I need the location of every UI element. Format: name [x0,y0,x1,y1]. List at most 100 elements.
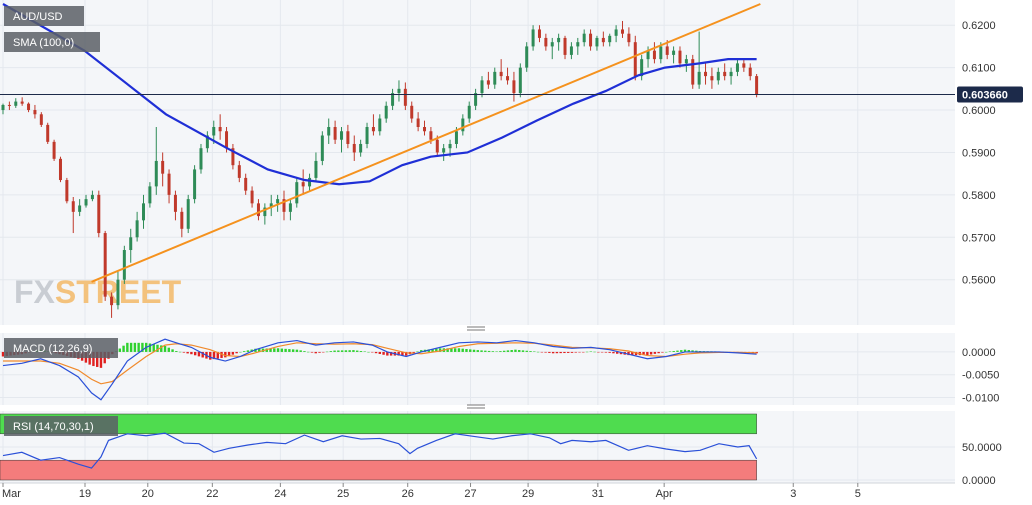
candle-body [90,194,94,200]
macd-histogram-bar [563,351,566,354]
candle-body [672,50,676,55]
sma-legend[interactable]: SMA (100,0) [4,32,100,52]
macd-histogram-bar [691,350,694,352]
candle-body [71,201,75,212]
candle-body [244,177,248,191]
candle-body [742,63,746,68]
macd-histogram-bar [371,351,374,353]
candle-body [627,33,631,43]
macd-histogram-bar [133,342,137,352]
candle-body [608,35,612,43]
macd-histogram-bar [420,350,423,352]
macd-histogram-bar [273,348,276,352]
macd-histogram-bar [495,351,498,352]
macd-histogram-bar [156,344,159,352]
macd-histogram-bar [540,351,544,353]
candle-body [512,80,516,94]
candle-body [269,203,273,208]
rsi-line [2,432,758,469]
candle-body [365,127,369,144]
candle-body [410,105,414,119]
candle-body [39,114,43,125]
candle-body [454,131,458,144]
price-tick-label: 0.5900 [962,147,996,159]
candle-body [84,199,88,206]
macd-histogram-bar [469,349,472,352]
candle-body [14,101,18,106]
macd-histogram-bar [608,351,611,353]
candle-body [320,135,324,161]
candle-body [193,169,197,200]
candle-body [506,76,510,81]
macd-histogram-bar [480,350,483,352]
candle-body [550,42,554,47]
macd-histogram-bar [209,351,212,360]
macd-histogram-bar [333,350,336,352]
candle-body [339,131,343,140]
rsi-legend[interactable]: RSI (14,70,30,1) [4,416,118,436]
macd-histogram-bar [604,351,608,353]
candle-body [416,118,420,128]
time-tick-label: 5 [855,488,861,500]
macd-histogram-bar [597,351,600,353]
candle-body [601,37,605,43]
candle-body [103,233,107,297]
time-tick-label: 19 [79,488,91,500]
pane-resize-handle-rsi[interactable] [467,404,485,409]
candle-body [467,105,471,119]
macd-histogram-bar [585,351,589,353]
macd-histogram-bar [551,351,555,354]
macd-histogram-bar [201,351,204,358]
macd-histogram-bar [356,350,359,352]
macd-histogram-bar [239,351,242,353]
candle-body [52,141,56,159]
macd-histogram-bar [574,351,577,353]
macd-histogram-bar [322,351,325,353]
candle-body [403,88,407,106]
macd-histogram-bar [152,344,155,352]
macd-histogram-bar [224,351,227,358]
macd-histogram-bar [461,348,464,352]
macd-histogram-bar [582,351,585,353]
macd-histogram-bar [171,349,174,352]
macd-legend[interactable]: MACD (12,26,9) [4,338,118,358]
candle-body [518,67,522,94]
macd-histogram-bar [190,351,193,355]
candle-body [129,237,133,251]
macd-histogram-bar [465,349,468,352]
macd-histogram-bar [514,349,517,352]
candle-body [288,203,292,212]
candle-body [301,182,305,187]
price-pane-title[interactable]: AUD/USD [4,6,84,26]
rsi-tick-label: 50.0000 [962,442,1002,454]
candle-body [435,139,439,153]
macd-histogram-bar [687,349,690,352]
candle-body [557,37,561,43]
macd-histogram-bar [518,350,521,352]
macd-histogram-bar [359,351,363,352]
macd-histogram-bar [521,350,525,352]
candle-body [391,93,395,106]
macd-histogram-bar [631,351,634,356]
macd-histogram-bar [634,351,638,356]
candle-body [110,296,114,306]
macd-histogram-bar [672,351,675,352]
candle-body [33,110,37,115]
candle-body [346,131,350,144]
macd-histogram-bar [276,348,280,352]
candle-body [525,46,529,68]
macd-histogram-bar [325,351,329,353]
macd-histogram-bar [88,351,91,365]
time-tick-label: Mar [2,488,21,500]
candle-body [633,42,637,77]
candle-body [167,173,171,195]
candle-body [231,148,235,166]
macd-histogram-bar [118,348,122,352]
price-y-axis: 0.5600 0.5700 0.5800 0.5900 0.6000 0.6100 0.62… [962,20,996,286]
macd-histogram-bar [182,351,186,353]
ascending-trendline [91,3,761,283]
pane-resize-handle-macd[interactable] [467,326,485,331]
macd-histogram-bar [258,348,261,352]
macd-histogram-bar [457,348,461,352]
macd-histogram-bar [397,351,400,356]
